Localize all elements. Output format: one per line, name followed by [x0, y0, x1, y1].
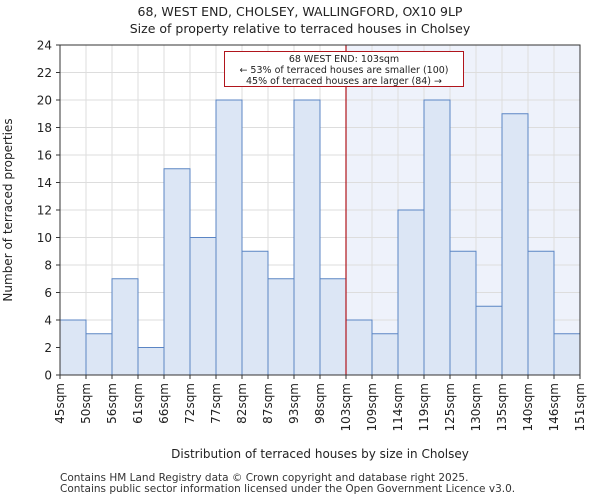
bar-125sqm: [449, 250, 477, 376]
y-tick-label-5: 10: [37, 231, 52, 245]
x-tick-label-125sqm: 125sqm: [443, 383, 457, 431]
y-tick-label-11: 22: [37, 66, 52, 80]
y-tick-label-3: 6: [44, 286, 52, 300]
y-tick-label-0: 0: [44, 369, 52, 383]
x-tick-label-77sqm: 77sqm: [209, 383, 223, 424]
bar-50sqm: [85, 333, 113, 376]
x-tick-label-61sqm: 61sqm: [131, 383, 145, 424]
x-tick-label-72sqm: 72sqm: [183, 383, 197, 424]
bar-77sqm: [215, 99, 243, 376]
y-tick-label-9: 18: [37, 121, 52, 135]
y-tick-label-2: 4: [44, 314, 52, 328]
bar-82sqm: [241, 250, 269, 376]
x-tick-label-66sqm: 66sqm: [157, 383, 171, 424]
y-tick-label-12: 24: [37, 39, 52, 53]
annotation-line-2: ← 53% of terraced houses are smaller (10…: [239, 65, 449, 76]
bar-61sqm: [137, 347, 165, 376]
x-tick-label-140sqm: 140sqm: [521, 383, 535, 431]
x-tick-label-87sqm: 87sqm: [261, 383, 275, 424]
x-tick-label-146sqm: 146sqm: [547, 383, 561, 431]
x-tick-label-114sqm: 114sqm: [391, 383, 405, 431]
chart-subtitle: Size of property relative to terraced ho…: [129, 21, 471, 36]
x-tick-label-119sqm: 119sqm: [417, 383, 431, 431]
x-tick-label-50sqm: 50sqm: [79, 383, 93, 424]
y-tick-label-8: 16: [37, 149, 52, 163]
bar-87sqm: [267, 278, 295, 376]
bar-103sqm: [345, 319, 373, 376]
y-tick-label-1: 2: [44, 341, 52, 355]
bar-140sqm: [527, 250, 555, 376]
bar-146sqm: [553, 333, 581, 376]
bar-66sqm: [163, 168, 191, 376]
x-tick-label-45sqm: 45sqm: [53, 383, 67, 424]
bar-72sqm: [189, 237, 217, 376]
x-tick-label-130sqm: 130sqm: [469, 383, 483, 431]
y-axis-label: Number of terraced properties: [1, 118, 15, 301]
y-tick-label-4: 8: [44, 259, 52, 273]
x-tick-label-56sqm: 56sqm: [105, 383, 119, 424]
x-tick-label-103sqm: 103sqm: [339, 383, 353, 431]
x-tick-label-98sqm: 98sqm: [313, 383, 327, 424]
annotation-line-1: 68 WEST END: 103sqm: [288, 54, 400, 65]
chart-title: 68, WEST END, CHOLSEY, WALLINGFORD, OX10…: [137, 4, 463, 19]
bar-98sqm: [319, 278, 347, 376]
y-tick-label-6: 12: [37, 204, 52, 218]
bar-130sqm: [475, 305, 503, 376]
bar-114sqm: [397, 209, 425, 376]
bar-135sqm: [501, 113, 529, 376]
y-tick-label-7: 14: [37, 176, 52, 190]
x-tick-label-109sqm: 109sqm: [365, 383, 379, 431]
annotation-line-3: 45% of terraced houses are larger (84) →: [246, 76, 442, 87]
bar-93sqm: [293, 99, 321, 376]
y-tick-label-10: 20: [37, 94, 52, 108]
marker-annotation: 68 WEST END: 103sqm ← 53% of terraced ho…: [224, 51, 464, 87]
x-tick-label-135sqm: 135sqm: [495, 383, 509, 431]
bar-119sqm: [423, 99, 451, 376]
bar-109sqm: [371, 333, 399, 376]
bar-56sqm: [111, 278, 139, 376]
x-axis-label: Distribution of terraced houses by size …: [171, 447, 469, 461]
x-tick-label-82sqm: 82sqm: [235, 383, 249, 424]
x-tick-label-151sqm: 151sqm: [573, 383, 587, 431]
footer-line-1: Contains HM Land Registry data © Crown c…: [60, 472, 469, 484]
footer-line-2: Contains public sector information licen…: [60, 483, 516, 495]
bar-45sqm: [59, 319, 87, 376]
x-tick-label-93sqm: 93sqm: [287, 383, 301, 424]
